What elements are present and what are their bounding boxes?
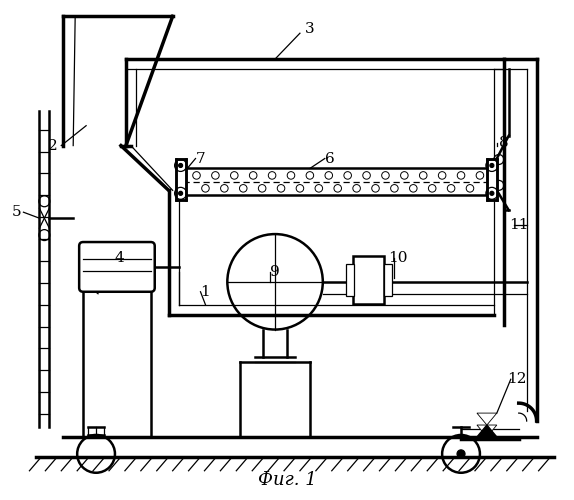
Text: 3: 3 bbox=[305, 22, 315, 36]
Bar bbox=[352, 256, 385, 304]
Text: 5: 5 bbox=[11, 205, 21, 219]
Bar bbox=[385, 264, 393, 296]
Polygon shape bbox=[63, 16, 173, 146]
Text: 1: 1 bbox=[200, 285, 210, 299]
Polygon shape bbox=[477, 413, 497, 425]
Circle shape bbox=[490, 164, 494, 168]
Text: 11: 11 bbox=[509, 218, 529, 232]
Bar bbox=[176, 158, 185, 200]
Polygon shape bbox=[477, 425, 497, 437]
Circle shape bbox=[179, 192, 183, 196]
Text: 2: 2 bbox=[48, 138, 58, 152]
Text: 6: 6 bbox=[325, 152, 335, 166]
Text: 9: 9 bbox=[270, 265, 280, 279]
FancyBboxPatch shape bbox=[79, 242, 155, 292]
Polygon shape bbox=[477, 425, 497, 437]
Text: 8: 8 bbox=[499, 136, 509, 149]
Text: 10: 10 bbox=[387, 251, 407, 265]
Text: 7: 7 bbox=[196, 152, 205, 166]
Text: 12: 12 bbox=[507, 372, 526, 386]
Circle shape bbox=[457, 450, 465, 458]
Text: Фиг. 1: Фиг. 1 bbox=[258, 470, 316, 488]
Text: 4: 4 bbox=[114, 251, 124, 265]
Bar bbox=[487, 158, 497, 200]
Circle shape bbox=[490, 192, 494, 196]
Bar bbox=[346, 264, 354, 296]
Circle shape bbox=[179, 164, 183, 168]
